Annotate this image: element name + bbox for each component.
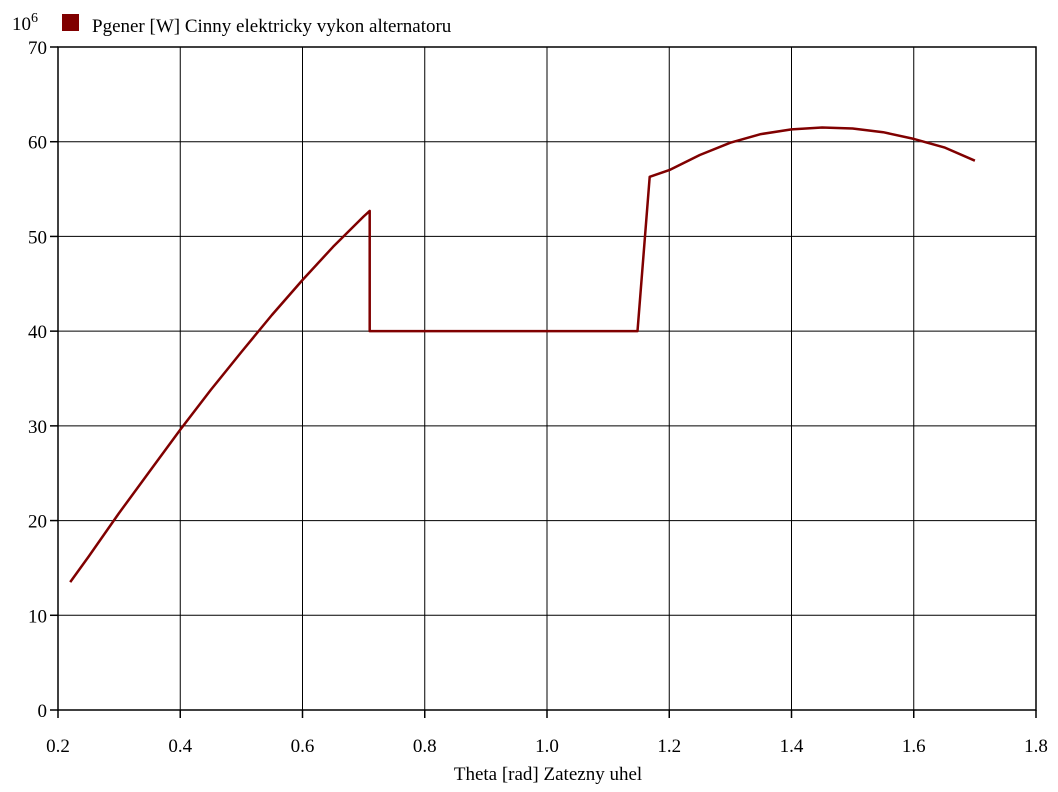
y-axis-multiplier: 106 [12,11,38,35]
legend-label: Pgener [W] Cinny elektricky vykon altern… [92,16,452,37]
y-tick-label: 30 [28,417,47,438]
x-axis-label: Theta [rad] Zatezny uhel [454,764,642,785]
y-tick-label: 0 [38,701,48,722]
legend: Pgener [W] Cinny elektricky vykon altern… [62,14,452,37]
y-tick-label: 60 [28,133,47,154]
x-tick-label: 1.6 [902,736,926,757]
svg-text:106: 106 [12,11,38,35]
y-tick-label: 50 [28,227,47,248]
y-multiplier-exponent: 6 [31,11,38,26]
y-tick-label: 40 [28,322,47,343]
x-tick-label: 0.6 [291,736,315,757]
grid [58,47,1036,710]
x-tick-label: 0.4 [168,736,192,757]
series-line [69,126,976,583]
x-tick-label: 1.0 [535,736,559,757]
y-tick-label: 10 [28,606,47,627]
x-tick-label: 1.4 [780,736,804,757]
x-tick-label: 0.8 [413,736,437,757]
y-tick-label: 70 [28,38,47,59]
x-tick-label: 0.2 [46,736,70,757]
x-tick-label: 1.8 [1024,736,1048,757]
ticks: 0.2 0.4 0.6 0.8 1.0 1.2 1.4 1.6 1.8 0 10 20 30 40 50 60… [28,38,1048,757]
legend-swatch [62,14,79,31]
y-tick-label: 20 [28,512,47,533]
y-multiplier-base: 10 [12,14,31,35]
x-tick-label: 1.2 [657,736,681,757]
series [69,126,976,583]
